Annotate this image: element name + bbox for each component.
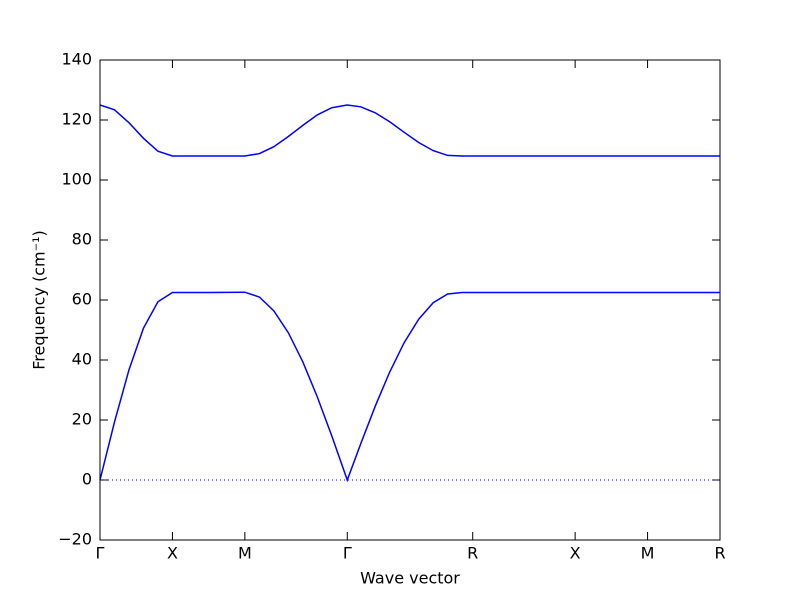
y-tick-label: 0 xyxy=(82,470,92,489)
x-tick-label: Γ xyxy=(96,544,105,563)
plot-frame xyxy=(99,59,721,541)
x-tick-label: R xyxy=(714,544,725,563)
band-line xyxy=(99,291,720,483)
y-tick-label: 40 xyxy=(72,350,92,369)
x-tick-label: X xyxy=(570,544,581,563)
x-tick-label: Γ xyxy=(343,544,352,563)
y-tick-label: 20 xyxy=(72,410,92,429)
y-axis-label: Frequency (cm⁻¹) xyxy=(30,230,49,369)
y-tick-label: 140 xyxy=(61,50,92,69)
x-tick-label: M xyxy=(641,544,655,563)
y-tick-label: 120 xyxy=(61,110,92,129)
x-tick-label: R xyxy=(467,544,478,563)
x-axis-label: Wave vector xyxy=(360,569,460,588)
y-tick-label: −20 xyxy=(58,530,92,549)
y-tick-label: 100 xyxy=(61,170,92,189)
x-tick-label: X xyxy=(167,544,178,563)
y-tick-label: 60 xyxy=(72,290,92,309)
x-tick-label: M xyxy=(238,544,252,563)
y-tick-label: 80 xyxy=(72,230,92,249)
band-line xyxy=(99,104,720,157)
